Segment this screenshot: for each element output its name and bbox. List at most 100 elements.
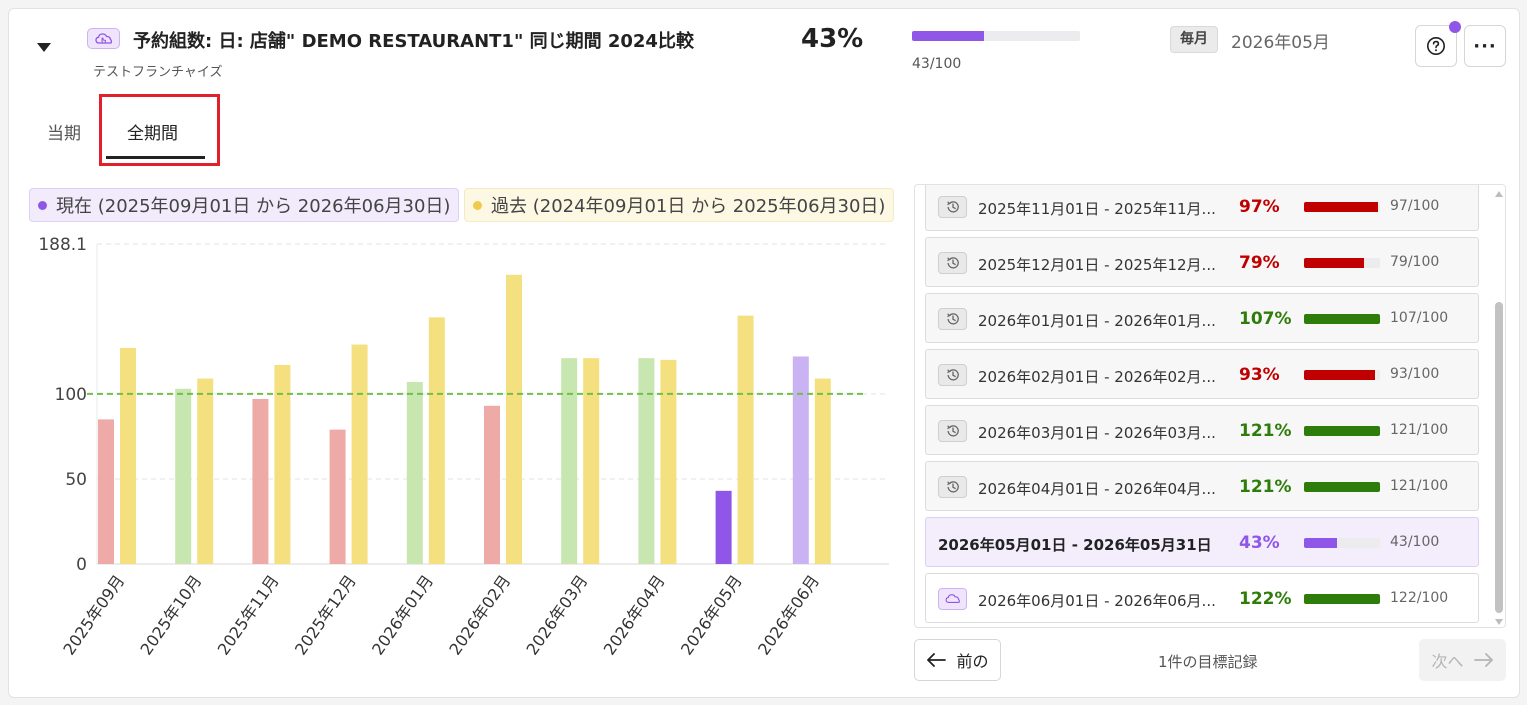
y-tick-label: 0 xyxy=(76,555,87,575)
tab-highlight-box xyxy=(99,94,220,166)
record-count-text: 93/100 xyxy=(1390,366,1440,382)
record-count-text: 79/100 xyxy=(1390,254,1440,270)
list-item[interactable]: 2025年12月01日 - 2025年12月... 79% 79/100 xyxy=(925,237,1479,287)
record-percent: 93% xyxy=(1239,365,1280,385)
bar-current xyxy=(329,429,346,564)
record-progress-bar xyxy=(1304,538,1380,548)
legend-current-dot xyxy=(38,200,47,210)
record-period: 2026年01月01日 - 2026年01月... xyxy=(978,312,1216,330)
bar-current xyxy=(561,358,578,564)
scroll-down-icon[interactable] xyxy=(1495,619,1503,625)
list-item[interactable]: 2026年04月01日 - 2026年04月... 121% 121/100 xyxy=(925,461,1479,511)
list-item[interactable]: 2026年06月01日 - 2026年06月... 122% 122/100 xyxy=(925,573,1479,623)
bar-past xyxy=(351,344,368,564)
record-period: 2026年05月01日 - 2026年05月31日 xyxy=(938,536,1212,554)
legend-current[interactable]: 現在 (2025年09月01日 から 2026年06月30日) xyxy=(29,188,460,222)
list-item[interactable]: 2026年05月01日 - 2026年05月31日 43% 43/100 xyxy=(925,517,1479,567)
record-count-text: 121/100 xyxy=(1390,478,1449,494)
bar-current xyxy=(484,405,500,564)
prev-page-label: 前の xyxy=(956,652,989,671)
record-percent: 97% xyxy=(1239,197,1280,217)
record-progress-fill xyxy=(1304,314,1380,324)
record-progress-bar xyxy=(1304,426,1380,436)
tab-current-period[interactable]: 当期 xyxy=(47,124,81,144)
cloud-hand-icon xyxy=(87,28,120,49)
help-button[interactable] xyxy=(1415,25,1457,67)
x-tick-label: 2026年01月 xyxy=(368,571,437,658)
record-progress-fill xyxy=(1304,482,1380,492)
list-item[interactable]: 2026年01月01日 - 2026年01月... 107% 107/100 xyxy=(925,293,1479,343)
achievement-progress-text: 43/100 xyxy=(912,56,962,72)
bar-current xyxy=(175,388,192,564)
record-progress-fill xyxy=(1304,426,1380,436)
x-tick-label: 2026年03月 xyxy=(523,571,592,658)
record-progress-fill xyxy=(1304,538,1337,548)
x-tick-label: 2026年05月 xyxy=(677,571,746,658)
bar-current xyxy=(252,398,269,564)
prev-page-button[interactable]: 前の xyxy=(914,639,1001,681)
bar-past xyxy=(120,347,136,564)
list-scrollbar-thumb[interactable] xyxy=(1495,302,1503,613)
list-item[interactable]: 2025年11月01日 - 2025年11月... 97% 97/100 xyxy=(925,185,1479,231)
bar-past xyxy=(660,359,677,564)
notification-dot xyxy=(1449,21,1461,33)
list-item[interactable]: 2026年03月01日 - 2026年03月... 121% 121/100 xyxy=(925,405,1479,455)
record-progress-bar xyxy=(1304,482,1380,492)
record-progress-bar xyxy=(1304,594,1380,604)
x-tick-label: 2025年12月 xyxy=(291,571,360,658)
record-progress-fill xyxy=(1304,202,1378,212)
record-percent: 43% xyxy=(1239,533,1280,553)
more-button[interactable]: ··· xyxy=(1464,25,1506,67)
x-tick-label: 2026年02月 xyxy=(445,571,514,658)
record-period: 2026年02月01日 - 2026年02月... xyxy=(978,368,1216,386)
record-period: 2025年11月01日 - 2025年11月... xyxy=(978,200,1216,218)
record-progress-fill xyxy=(1304,594,1380,604)
y-tick-label: 100 xyxy=(55,385,87,405)
period-text: 2026年05月 xyxy=(1231,33,1330,53)
frequency-badge: 毎月 xyxy=(1170,26,1218,53)
page-title: 予約組数: 日: 店舗" DEMO RESTAURANT1" 同じ期間 2024… xyxy=(133,31,694,52)
question-circle-icon xyxy=(1427,37,1445,55)
record-percent: 122% xyxy=(1239,589,1292,609)
record-count-text: 43/100 xyxy=(1390,534,1440,550)
scroll-up-icon[interactable] xyxy=(1495,191,1503,197)
record-progress-bar xyxy=(1304,370,1380,380)
history-icon xyxy=(938,308,967,330)
bar-current xyxy=(638,358,655,564)
record-progress-bar xyxy=(1304,314,1380,324)
x-tick-label: 2026年06月 xyxy=(754,571,823,658)
ellipsis-icon: ··· xyxy=(1473,35,1497,57)
record-progress-fill xyxy=(1304,258,1365,268)
bar-past xyxy=(583,358,600,564)
bar-current xyxy=(792,356,809,564)
record-count-text: 107/100 xyxy=(1390,310,1449,326)
bar-current xyxy=(715,490,732,564)
history-icon xyxy=(938,196,967,218)
franchise-name: テストフランチャイズ xyxy=(93,65,223,80)
record-period: 2025年12月01日 - 2025年12月... xyxy=(978,256,1216,274)
record-percent: 79% xyxy=(1239,253,1280,273)
x-tick-label: 2025年10月 xyxy=(137,571,206,658)
achievement-progress-fill xyxy=(912,31,985,41)
record-count-text: 121/100 xyxy=(1390,422,1449,438)
bar-past xyxy=(428,317,445,564)
goal-record-list: 2025年11月01日 - 2025年11月... 97% 97/100 2025年1… xyxy=(914,184,1506,628)
caret-down-icon[interactable] xyxy=(37,43,51,52)
x-tick-label: 2025年11月 xyxy=(214,571,283,658)
record-period: 2026年03月01日 - 2026年03月... xyxy=(978,424,1216,442)
achievement-progress-bar xyxy=(912,31,1080,41)
tab-all-periods[interactable]: 全期間 xyxy=(127,124,178,144)
history-icon xyxy=(938,252,967,274)
goal-card: 予約組数: 日: 店舗" DEMO RESTAURANT1" 同じ期間 2024… xyxy=(8,8,1520,698)
y-tick-label: 50 xyxy=(65,470,87,490)
arrow-right-icon xyxy=(1473,653,1493,667)
legend-past[interactable]: 過去 (2024年09月01日 から 2025年06月30日) xyxy=(464,188,895,222)
record-count-text: 122/100 xyxy=(1390,590,1449,606)
next-page-label: 次へ xyxy=(1431,652,1464,671)
record-period: 2026年06月01日 - 2026年06月... xyxy=(978,592,1216,610)
legend-past-dot xyxy=(473,200,482,210)
bar-past xyxy=(737,315,754,564)
record-count: 1件の目標記録 xyxy=(1158,653,1258,671)
achievement-percent: 43% xyxy=(801,24,864,54)
list-item[interactable]: 2026年02月01日 - 2026年02月... 93% 93/100 xyxy=(925,349,1479,399)
